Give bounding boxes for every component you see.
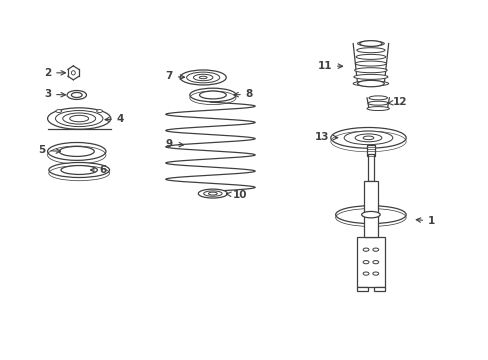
Ellipse shape (344, 131, 392, 145)
Ellipse shape (355, 61, 386, 66)
Text: 4: 4 (105, 113, 124, 123)
Ellipse shape (193, 74, 212, 81)
Text: 1: 1 (415, 216, 434, 226)
Ellipse shape (366, 107, 388, 111)
Text: 11: 11 (317, 61, 342, 71)
Ellipse shape (353, 75, 387, 80)
Ellipse shape (352, 81, 388, 86)
Ellipse shape (186, 72, 219, 83)
Ellipse shape (199, 91, 226, 99)
Ellipse shape (363, 136, 373, 140)
Ellipse shape (335, 206, 406, 224)
Ellipse shape (189, 88, 236, 102)
Ellipse shape (359, 41, 381, 46)
Ellipse shape (356, 48, 384, 53)
Ellipse shape (355, 54, 385, 59)
Bar (366, 145, 374, 156)
Ellipse shape (357, 80, 384, 87)
Ellipse shape (363, 261, 368, 264)
Ellipse shape (71, 93, 82, 98)
Bar (363, 181, 377, 237)
Bar (367, 154, 373, 181)
Ellipse shape (203, 191, 222, 196)
Ellipse shape (47, 108, 111, 129)
Ellipse shape (199, 76, 206, 79)
Ellipse shape (330, 127, 406, 148)
Ellipse shape (71, 71, 75, 75)
Ellipse shape (354, 134, 381, 142)
Text: 5: 5 (38, 145, 61, 156)
Ellipse shape (361, 211, 379, 218)
Text: 9: 9 (165, 139, 183, 149)
Ellipse shape (59, 147, 94, 157)
Ellipse shape (180, 70, 226, 85)
Bar (356, 287, 367, 291)
Text: 3: 3 (44, 89, 65, 99)
Ellipse shape (367, 101, 387, 105)
Text: 12: 12 (386, 97, 407, 107)
Ellipse shape (198, 189, 227, 198)
Text: 6: 6 (90, 165, 107, 175)
Ellipse shape (62, 113, 96, 124)
Text: 8: 8 (233, 89, 252, 99)
Ellipse shape (372, 248, 378, 251)
Ellipse shape (357, 41, 384, 46)
Ellipse shape (368, 96, 386, 100)
Bar (356, 237, 384, 287)
Ellipse shape (55, 111, 102, 127)
Ellipse shape (208, 192, 217, 195)
Ellipse shape (67, 90, 86, 99)
Text: 2: 2 (44, 68, 65, 78)
Bar (373, 287, 384, 291)
Ellipse shape (61, 166, 97, 175)
Ellipse shape (363, 272, 368, 275)
Ellipse shape (47, 143, 106, 160)
Ellipse shape (56, 110, 61, 112)
Ellipse shape (372, 261, 378, 264)
Ellipse shape (70, 115, 88, 122)
Ellipse shape (49, 162, 109, 177)
Text: 7: 7 (165, 71, 184, 81)
Text: 10: 10 (226, 190, 246, 200)
Text: 13: 13 (314, 132, 337, 142)
Ellipse shape (97, 110, 102, 112)
Ellipse shape (372, 272, 378, 275)
Ellipse shape (354, 68, 386, 73)
Ellipse shape (363, 248, 368, 251)
